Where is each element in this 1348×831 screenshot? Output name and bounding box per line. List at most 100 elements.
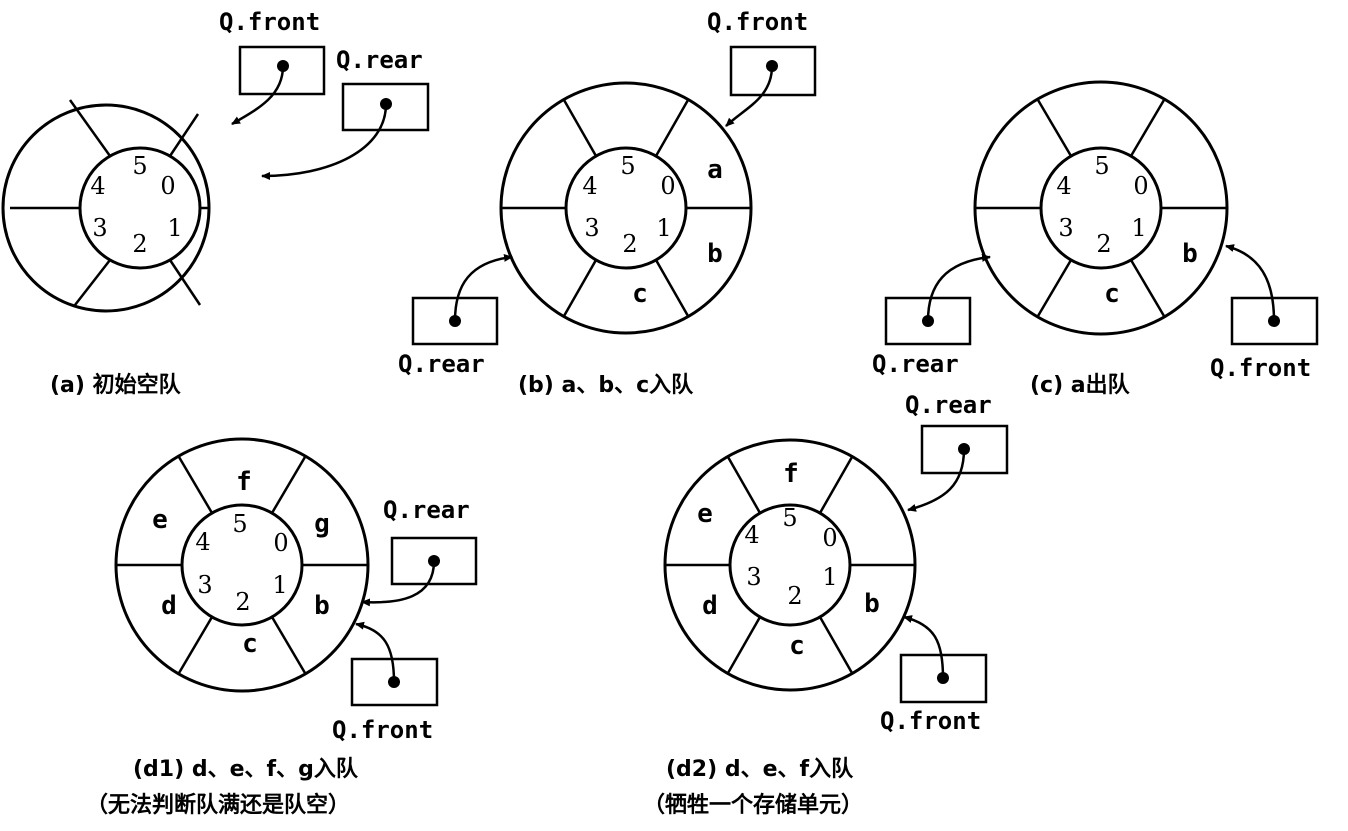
rear-pointer-dot [958,443,970,455]
slot-content-2: c [632,279,648,309]
slot-numbers-c: 0 1 2 3 4 5 [1056,152,1148,258]
front-pointer-label: Q.front [332,716,433,744]
slot-content-2: c [242,629,258,659]
slot-number-5: 5 [620,152,635,180]
rear-pointer-box [390,536,478,586]
rear-pointer-label: Q.rear [872,350,959,378]
slot-number-2: 2 [235,588,250,616]
slot-content-2: c [789,631,805,661]
slot-contents-b: a b c [632,155,723,309]
slot-number-0: 0 [822,524,837,552]
slot-number-1: 1 [656,214,671,242]
outer-ring-a [1,103,211,313]
rear-pointer-arrow [926,253,991,322]
front-pointer-dot [277,60,289,72]
slot-number-0: 0 [160,172,175,200]
front-pointer-arrow [231,65,285,126]
slot-number-3: 3 [584,214,599,242]
slot-content-2: c [1104,279,1120,309]
pointer-boxes-a [231,45,430,180]
slot-number-3: 3 [92,214,107,242]
caption-d1-line1: (d1) d、e、f、g入队 [133,757,359,782]
slot-number-4: 4 [582,172,597,200]
front-pointer-dot [766,60,778,72]
slot-number-4: 4 [744,521,759,549]
front-pointer-label: Q.front [707,8,808,36]
pointer-boxes-d1 [350,536,478,707]
pointer-boxes-b [411,45,817,346]
slot-number-2: 2 [132,230,147,258]
rear-pointer-box [341,82,430,132]
slot-dividers-d1 [116,456,368,674]
slot-number-2: 2 [622,230,637,258]
slot-numbers-d1: 0 1 2 3 4 5 [195,510,288,616]
slot-content-1: b [707,239,723,269]
front-pointer-label: Q.front [880,707,981,735]
rear-pointer-label: Q.rear [336,46,423,74]
rear-pointer-arrow [261,103,388,180]
front-pointer-label: Q.front [219,8,320,36]
slot-number-2: 2 [1096,230,1111,258]
slot-content-1: b [1182,239,1198,269]
slot-number-3: 3 [746,563,761,591]
slot-contents-d2: b c d e f [697,459,880,661]
slot-number-1: 1 [1131,214,1146,242]
slot-number-2: 2 [787,582,802,610]
rear-pointer-dot [449,315,461,327]
front-pointer-box [899,653,988,704]
rear-pointer-label: Q.rear [398,350,485,378]
rear-pointer-box [884,296,972,346]
slot-content-3: d [161,591,177,621]
front-pointer-box [1230,296,1319,346]
rear-pointer-box [411,296,499,346]
pointer-boxes-d2 [899,424,1009,704]
slot-dividers-b [501,99,751,317]
slot-number-5: 5 [1094,152,1109,180]
slot-number-0: 0 [660,172,675,200]
front-pointer-dot [388,676,400,688]
slot-numbers-a: 0 1 2 3 4 5 [90,152,182,258]
slot-dividers-c [975,99,1227,317]
slot-number-1: 1 [167,214,182,242]
pointer-boxes-c [884,244,1319,346]
slot-number-4: 4 [90,172,105,200]
slot-contents-c: b c [1104,239,1198,309]
slot-content-1: b [314,591,330,621]
queue-diagram-a [1,99,211,313]
slot-content-1: b [864,589,880,619]
rear-pointer-arrow [361,560,436,607]
slot-dividers-d2 [665,456,915,674]
slot-number-4: 4 [1056,172,1071,200]
slot-content-0: g [314,509,330,539]
slot-number-3: 3 [1058,214,1073,242]
rear-pointer-box [920,424,1009,475]
rear-pointer-label: Q.rear [905,391,992,419]
caption-b: (b) a、b、c入队 [518,373,694,398]
caption-a: (a) 初始空队 [50,372,182,398]
front-pointer-box [729,45,817,97]
slot-number-0: 0 [273,529,288,557]
slot-content-0: a [707,155,723,185]
slot-number-4: 4 [195,528,210,556]
slot-number-1: 1 [272,571,287,599]
front-pointer-dot [1268,315,1280,327]
slot-numbers-b: 0 1 2 3 4 5 [582,152,675,258]
queue-diagram-c [973,80,1229,336]
slot-number-5: 5 [782,504,797,532]
slot-content-4: e [152,505,168,535]
rear-pointer-arrow [907,448,966,512]
queue-diagram-d1 [114,437,370,693]
slot-number-5: 5 [232,510,247,538]
front-pointer-dot [937,672,949,684]
slot-numbers-d2: 0 1 2 3 4 5 [744,504,837,610]
slot-dividers-a [10,99,208,306]
slot-content-3: d [702,591,718,621]
front-pointer-arrow [355,621,396,683]
caption-d2-line1: (d2) d、e、f入队 [666,757,854,782]
slot-content-5: f [236,467,252,497]
slot-content-4: e [697,499,713,529]
slot-number-3: 3 [197,571,212,599]
caption-d1-line2: （无法判断队满还是队空） [86,792,350,818]
